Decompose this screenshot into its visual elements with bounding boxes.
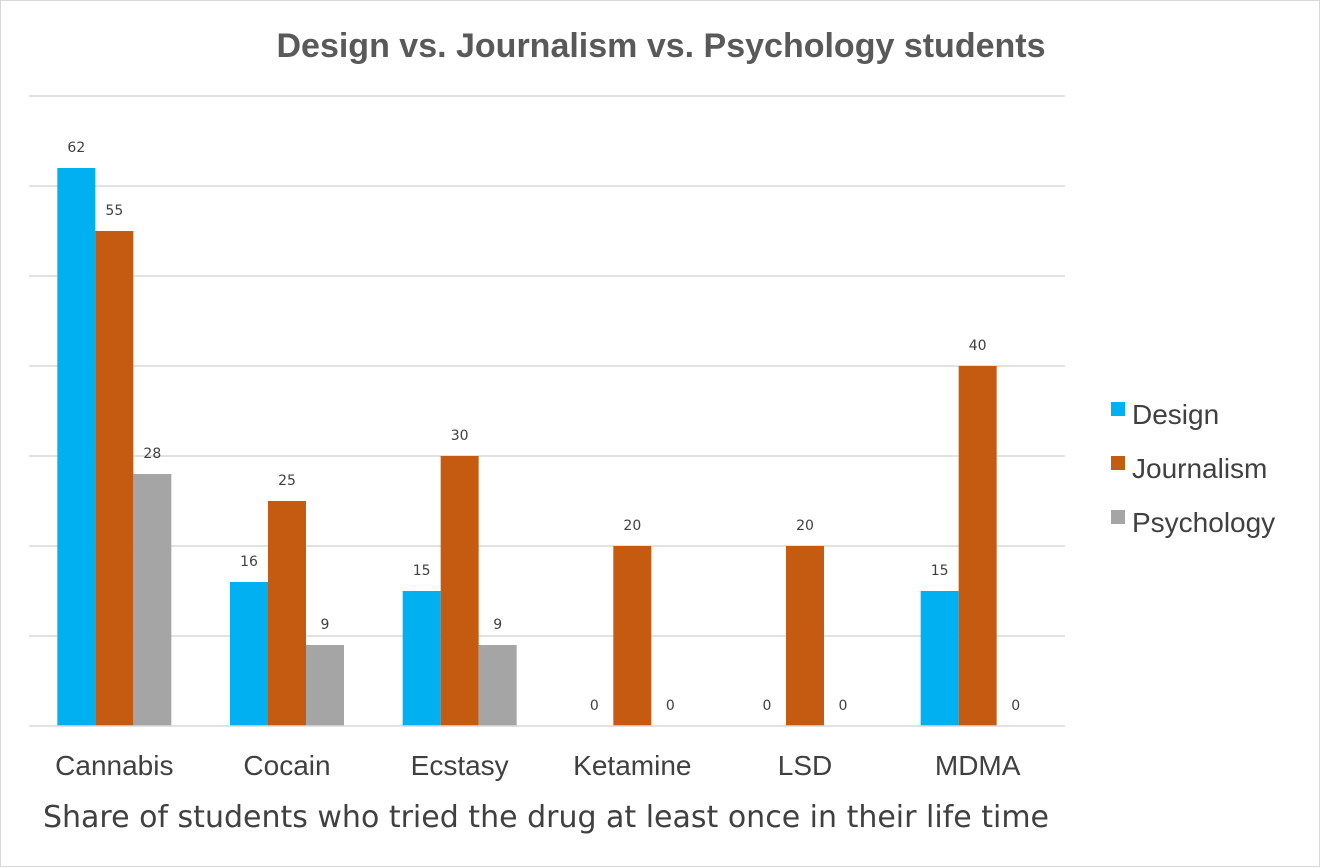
legend-label-journalism: Journalism — [1132, 453, 1267, 484]
bar-design-mdma — [920, 591, 959, 726]
category-label-cocain: Cocain — [243, 750, 330, 781]
data-label-psychology-lsd: 0 — [839, 698, 848, 714]
legend-label-psychology: Psychology — [1132, 507, 1275, 538]
bar-design-cannabis — [57, 168, 96, 726]
data-label-design-cocain: 16 — [240, 554, 258, 570]
data-label-journalism-ecstasy: 30 — [451, 428, 469, 444]
legend-swatch-journalism — [1111, 456, 1125, 470]
data-label-journalism-cannabis: 55 — [105, 203, 123, 219]
category-label-cannabis: Cannabis — [55, 750, 173, 781]
bar-psychology-ecstasy — [478, 645, 517, 726]
data-label-psychology-ecstasy: 9 — [493, 617, 502, 633]
data-labels-group: 62 55 28 16 25 9 15 30 9 0 20 0 0 20 0 15 40 0 — [67, 140, 1020, 714]
data-label-journalism-mdma: 40 — [969, 338, 987, 354]
data-label-journalism-cocain: 25 — [278, 473, 296, 489]
legend-label-design: Design — [1132, 399, 1219, 430]
bar-journalism-ketamine — [613, 546, 652, 726]
category-label-ketamine: Ketamine — [573, 750, 691, 781]
bar-psychology-cocain — [306, 645, 344, 726]
data-label-psychology-cannabis: 28 — [143, 446, 161, 462]
bar-journalism-lsd — [786, 546, 824, 726]
bar-journalism-ecstasy — [440, 456, 479, 726]
bar-psychology-cannabis — [133, 474, 172, 726]
data-label-journalism-ketamine: 20 — [623, 518, 641, 534]
bar-journalism-cannabis — [95, 231, 134, 726]
legend-swatch-psychology — [1111, 510, 1125, 524]
category-label-mdma: MDMA — [935, 750, 1021, 781]
data-label-psychology-ketamine: 0 — [666, 698, 675, 714]
bars-group — [57, 168, 997, 726]
legend: Design Journalism Psychology — [1111, 399, 1275, 538]
category-label-lsd: LSD — [778, 750, 832, 781]
bar-design-ecstasy — [402, 591, 441, 726]
data-label-journalism-lsd: 20 — [796, 518, 814, 534]
chart-title: Design vs. Journalism vs. Psychology stu… — [276, 27, 1045, 65]
bar-design-cocain — [230, 582, 268, 726]
data-label-design-lsd: 0 — [763, 698, 772, 714]
category-labels-group: Cannabis Cocain Ecstasy Ketamine LSD MDMA — [55, 750, 1021, 781]
data-label-design-ecstasy: 15 — [413, 563, 431, 579]
data-label-psychology-mdma: 0 — [1011, 698, 1020, 714]
gridlines — [29, 95, 1065, 637]
data-label-design-ketamine: 0 — [590, 698, 599, 714]
data-label-design-cannabis: 62 — [67, 140, 85, 156]
data-label-design-mdma: 15 — [931, 563, 949, 579]
legend-swatch-design — [1111, 402, 1125, 416]
category-label-ecstasy: Ecstasy — [411, 750, 509, 781]
x-axis-label: Share of students who tried the drug at … — [43, 800, 1049, 835]
bar-journalism-cocain — [268, 501, 306, 726]
data-label-psychology-cocain: 9 — [321, 617, 330, 633]
bar-journalism-mdma — [958, 366, 997, 726]
